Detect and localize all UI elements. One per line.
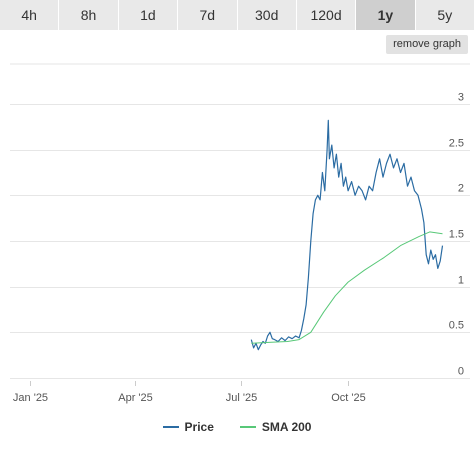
tab-1d[interactable]: 1d xyxy=(118,0,179,30)
y-tick-label: 1 xyxy=(458,275,464,287)
tab-1y[interactable]: 1y xyxy=(356,0,416,30)
tab-30d[interactable]: 30d xyxy=(237,0,297,30)
tab-5y[interactable]: 5y xyxy=(415,0,474,30)
legend-label-price: Price xyxy=(184,420,214,434)
y-tick-label: 1.5 xyxy=(449,229,464,241)
y-tick-label: 0.5 xyxy=(449,320,464,332)
y-tick-label: 0 xyxy=(458,366,464,378)
tab-120d[interactable]: 120d xyxy=(296,0,357,30)
legend-item-sma[interactable]: SMA 200 xyxy=(239,420,312,434)
tab-4h[interactable]: 4h xyxy=(0,0,60,30)
sma-200-line xyxy=(251,231,443,344)
chart-axes: 0 0.5 1 1.5 2 2.5 3 Jan '25 Apr '25 Jul '25 Oct '2… xyxy=(13,92,464,405)
chart-series xyxy=(250,119,444,351)
legend-swatch-sma xyxy=(239,426,256,428)
timeframe-tabs: 4h 8h 1d 7d 30d 120d 1y 5y xyxy=(0,0,474,30)
y-tick-label: 2 xyxy=(458,183,464,195)
chart-legend: Price SMA 200 xyxy=(0,420,474,434)
y-tick-label: 2.5 xyxy=(449,138,464,150)
x-tick-label: Jul '25 xyxy=(226,392,257,404)
tab-8h[interactable]: 8h xyxy=(59,0,119,30)
legend-item-price[interactable]: Price xyxy=(162,420,214,434)
price-line xyxy=(250,119,444,351)
legend-swatch-price xyxy=(162,426,179,428)
x-tick-label: Oct '25 xyxy=(331,392,366,404)
x-tick-label: Apr '25 xyxy=(118,392,153,404)
x-tick-label: Jan '25 xyxy=(13,392,48,404)
chart-grid xyxy=(10,63,470,379)
tab-7d[interactable]: 7d xyxy=(178,0,238,30)
remove-graph-button[interactable]: remove graph xyxy=(386,35,468,54)
y-tick-label: 3 xyxy=(458,92,464,104)
legend-label-sma: SMA 200 xyxy=(261,420,312,434)
